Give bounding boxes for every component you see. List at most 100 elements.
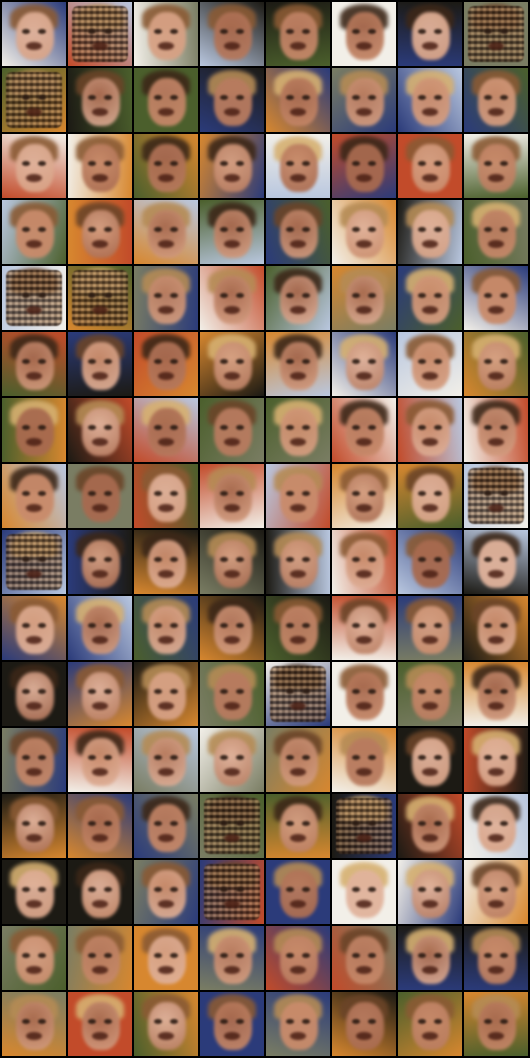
eye-right [434, 557, 442, 562]
eye-left [22, 623, 30, 628]
mouth-shape [290, 504, 306, 512]
mouth-shape [422, 636, 438, 644]
eye-left [418, 887, 426, 892]
mouth-shape [290, 174, 306, 182]
grid-tile [398, 68, 462, 132]
mouth-shape [92, 1032, 108, 1040]
eye-left [286, 29, 294, 34]
eye-left [22, 29, 30, 34]
mouth-shape [158, 306, 174, 314]
eye-right [500, 887, 508, 892]
face-shape [346, 936, 384, 984]
eye-left [286, 623, 294, 628]
face-shape [346, 606, 384, 654]
eye-right [500, 425, 508, 430]
face-shape [148, 342, 186, 390]
face-shape [214, 672, 252, 720]
grid-tile [332, 332, 396, 396]
mouth-shape [488, 174, 504, 182]
mouth-shape [488, 438, 504, 446]
eye-right [236, 1019, 244, 1024]
grid-tile [200, 464, 264, 528]
grid-tile [332, 794, 396, 858]
face-shape [346, 672, 384, 720]
grid-tile [266, 992, 330, 1056]
eye-right [434, 359, 442, 364]
mouth-shape [356, 900, 372, 908]
eye-left [22, 491, 30, 496]
eye-left [286, 161, 294, 166]
eye-left [154, 887, 162, 892]
eye-left [352, 755, 360, 760]
eye-left [286, 425, 294, 430]
grid-tile [200, 398, 264, 462]
eye-left [220, 689, 228, 694]
face-shape [478, 738, 516, 786]
eye-right [38, 95, 46, 100]
grid-tile [68, 926, 132, 990]
grid-tile [398, 2, 462, 66]
eye-left [418, 623, 426, 628]
face-shape [478, 936, 516, 984]
mouth-shape [488, 240, 504, 248]
eye-left [88, 491, 96, 496]
eye-left [352, 227, 360, 232]
face-shape [412, 144, 450, 192]
grid-tile [134, 662, 198, 726]
mouth-shape [158, 1032, 174, 1040]
eye-right [38, 887, 46, 892]
grid-tile [134, 530, 198, 594]
eye-left [220, 821, 228, 826]
eye-right [368, 887, 376, 892]
grid-tile [398, 794, 462, 858]
eye-right [368, 29, 376, 34]
eye-left [154, 755, 162, 760]
eye-left [220, 755, 228, 760]
eye-left [352, 491, 360, 496]
eye-left [484, 359, 492, 364]
mouth-shape [26, 240, 42, 248]
grid-tile [332, 68, 396, 132]
eye-left [88, 29, 96, 34]
grid-tile [200, 332, 264, 396]
eye-left [352, 821, 360, 826]
mouth-shape [290, 42, 306, 50]
face-shape [214, 342, 252, 390]
face-shape [280, 804, 318, 852]
eye-left [220, 227, 228, 232]
eye-right [170, 689, 178, 694]
mouth-shape [290, 636, 306, 644]
grid-tile [398, 596, 462, 660]
mouth-shape [158, 570, 174, 578]
eye-right [236, 953, 244, 958]
mouth-shape [224, 240, 240, 248]
eye-left [88, 557, 96, 562]
mouth-shape [356, 570, 372, 578]
eye-right [170, 821, 178, 826]
eye-right [434, 953, 442, 958]
grid-tile [2, 794, 66, 858]
mouth-shape [422, 372, 438, 380]
grid-tile [68, 662, 132, 726]
face-shape [72, 6, 128, 62]
mouth-shape [26, 108, 42, 116]
mouth-shape [224, 504, 240, 512]
eye-left [352, 95, 360, 100]
mouth-shape [356, 504, 372, 512]
eye-left [418, 953, 426, 958]
grid-tile [266, 266, 330, 330]
face-shape [214, 540, 252, 588]
mouth-shape [224, 306, 240, 314]
mouth-shape [26, 306, 42, 314]
eye-left [88, 821, 96, 826]
mouth-shape [290, 966, 306, 974]
face-shape [82, 1002, 120, 1050]
grid-tile [332, 728, 396, 792]
eye-right [500, 755, 508, 760]
mouth-shape [422, 570, 438, 578]
face-shape [478, 78, 516, 126]
eye-left [418, 1019, 426, 1024]
face-shape [478, 672, 516, 720]
face-shape [148, 606, 186, 654]
face-shape [478, 804, 516, 852]
